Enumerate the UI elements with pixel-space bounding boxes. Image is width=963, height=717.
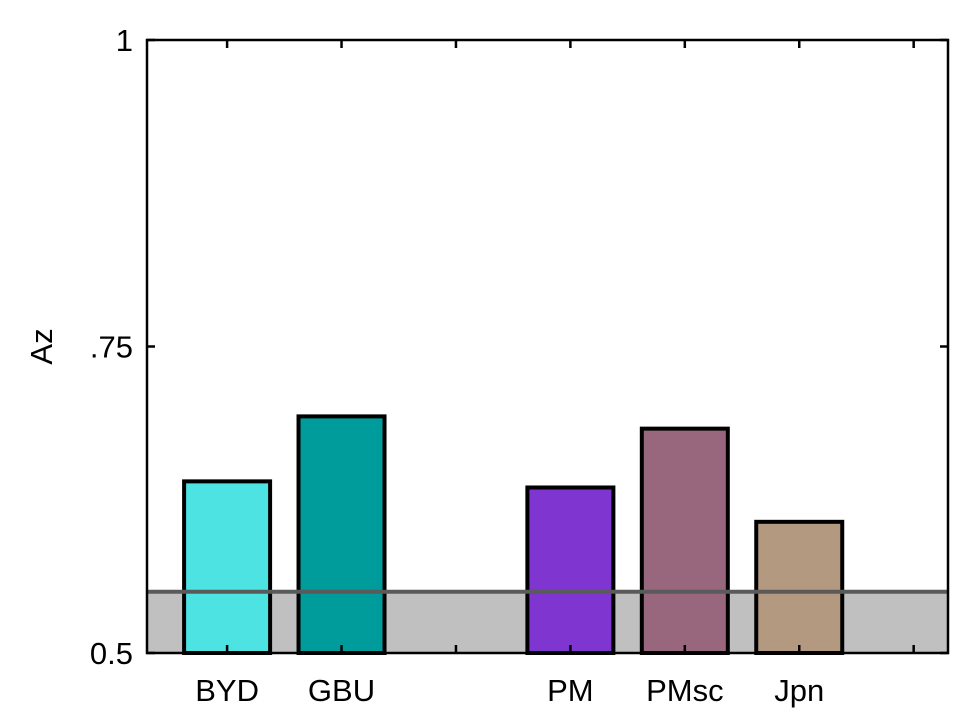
bar-byd [182, 479, 273, 655]
bar-gbu [296, 414, 387, 655]
x-tick-label-byd: BYD [195, 673, 259, 708]
x-tick-label-pm: PM [547, 673, 594, 708]
x-tick-label-pmsc: PMsc [646, 673, 724, 708]
bar-jpn [754, 519, 845, 655]
x-tick-label-jpn: Jpn [774, 673, 824, 708]
bar-pm [525, 485, 616, 655]
y-tick-label: 0.5 [90, 636, 133, 671]
bars [182, 414, 845, 655]
x-tick-label-gbu: GBU [308, 673, 375, 708]
axes-frame [145, 38, 950, 655]
y-axis-label: Az [24, 328, 59, 364]
y-tick-label: .75 [90, 330, 133, 365]
y-tick-label: 1 [116, 23, 133, 58]
bar-pmsc [639, 426, 730, 655]
tick-labels: BYD GBU PM PMsc Jpn 0.5 .75 1 [90, 23, 824, 708]
